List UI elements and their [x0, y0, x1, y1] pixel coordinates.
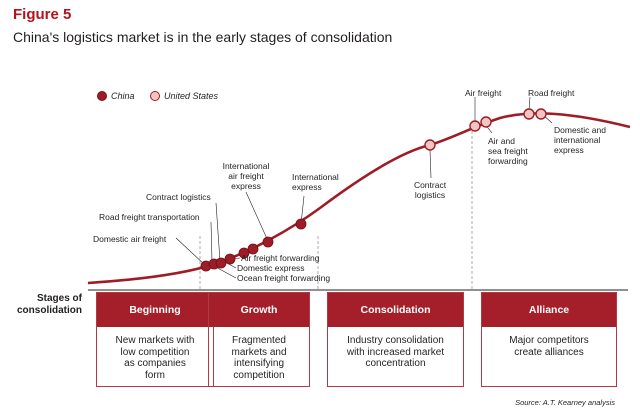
legend-china-label: China — [111, 91, 135, 101]
label-road-freight: Road freight — [528, 88, 575, 98]
stage-description: Fragmented markets and intensifying competi… — [231, 335, 287, 381]
label-domestic-international-express: Domestic and international express — [554, 125, 606, 155]
china-marker-contract-logistics — [215, 257, 227, 269]
label-air-sea-freight-forwarding: Air and sea freight forwarding — [488, 136, 528, 166]
us-marker-domestic-international-express — [535, 108, 547, 120]
label-air-freight-forwarding: Air freight forwarding — [241, 253, 320, 263]
us-marker-road-freight — [523, 108, 535, 120]
legend-us-label: United States — [164, 91, 219, 101]
china-marker-international-air-freight-express — [262, 236, 274, 248]
stage-title: Beginning — [97, 293, 213, 327]
legend-china: China — [97, 91, 135, 101]
label-international-air-freight-express: International air freight express — [222, 161, 270, 191]
legend-us: United States — [150, 91, 218, 101]
label-contract-logistics-china: Contract logistics — [146, 192, 211, 202]
label-ocean-freight-forwarding: Ocean freight forwarding — [237, 273, 331, 283]
us-marker-air-freight — [469, 120, 481, 132]
stage-description: Major competitors create alliances — [509, 335, 589, 358]
china-marker-international-express — [295, 218, 307, 230]
stage-description: New markets with low competition as compan… — [115, 335, 195, 381]
figure-title: China's logistics market is in the early… — [13, 29, 393, 45]
us-legend-icon — [150, 91, 160, 101]
stage-title: Growth — [209, 293, 309, 327]
stage-description: Industry consolidation with increased mar… — [346, 335, 445, 369]
label-contract-logistics-us: Contract logistics — [413, 180, 447, 200]
china-marker-domestic-express — [224, 253, 236, 265]
leader-line — [210, 221, 213, 263]
stage-card-consolidation: Consolidation Industry consolidation with… — [327, 292, 464, 387]
leader-line — [215, 202, 221, 262]
stage-card-growth: Growth Fragmented markets and intensifying… — [208, 292, 310, 387]
label-air-freight: Air freight — [465, 88, 502, 98]
label-road-freight-transportation: Road freight transportation — [99, 212, 200, 222]
leader-line — [528, 96, 531, 111]
us-marker-air-sea-freight-forwarding — [480, 116, 492, 128]
label-international-express: International express — [292, 172, 339, 192]
stages-of-consolidation-label: Stages of consolidation — [17, 293, 82, 316]
label-domestic-express: Domestic express — [237, 263, 305, 273]
china-marker-ocean-freight-forwarding — [238, 247, 250, 259]
stage-title: Alliance — [482, 293, 616, 327]
leader-line — [429, 149, 432, 179]
china-legend-icon — [97, 91, 107, 101]
stage-card-alliance: Alliance Major competitors create allianc… — [481, 292, 617, 387]
figure-label: Figure 5 — [13, 6, 72, 23]
leader-line — [175, 237, 206, 266]
leader-line — [245, 191, 269, 242]
label-domestic-air-freight: Domestic air freight — [93, 234, 167, 244]
stage-card-beginning: Beginning New markets with low competitio… — [96, 292, 214, 387]
us-marker-contract-logistics — [424, 139, 436, 151]
china-marker-air-freight-forwarding — [247, 243, 259, 255]
stage-title: Consolidation — [328, 293, 463, 327]
source-note: Source: A.T. Kearney analysis — [515, 398, 615, 407]
